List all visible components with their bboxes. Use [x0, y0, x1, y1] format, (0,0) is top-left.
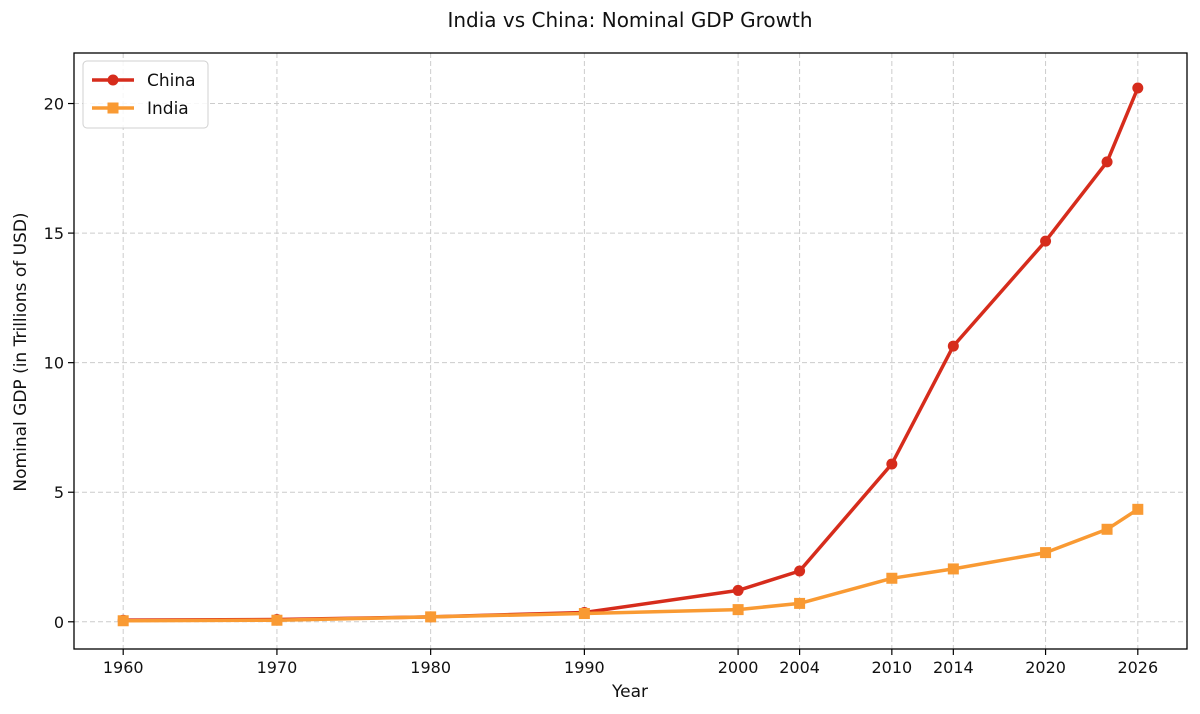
- india-point: [425, 611, 437, 623]
- legend-india-label: India: [147, 99, 189, 119]
- china-point: [1132, 82, 1144, 94]
- y-tick-label: 5: [54, 483, 64, 502]
- india-line: [123, 507, 1139, 623]
- x-tick-label: 2020: [1025, 658, 1066, 677]
- y-tick-label: 10: [44, 354, 64, 373]
- china-point: [947, 340, 959, 352]
- x-tick-label: 2014: [933, 658, 974, 677]
- china-line: [123, 87, 1140, 622]
- y-tick-label: 0: [54, 613, 64, 632]
- india-point: [117, 615, 129, 627]
- china-point: [794, 565, 806, 577]
- x-tick-label: 2004: [779, 658, 820, 677]
- india-point: [271, 614, 283, 626]
- x-tick-label: 1990: [564, 658, 605, 677]
- x-tick-label: 2000: [718, 658, 759, 677]
- india-point: [886, 572, 898, 584]
- x-tick-label: 1960: [103, 658, 144, 677]
- india-point: [1040, 547, 1052, 559]
- legend-china-label: China: [147, 71, 196, 91]
- india-point: [732, 604, 744, 616]
- chart-title: India vs China: Nominal GDP Growth: [447, 8, 812, 32]
- x-tick-label: 1980: [410, 658, 451, 677]
- china-point: [1040, 235, 1052, 247]
- india-point: [1132, 503, 1144, 515]
- india-point: [578, 607, 590, 619]
- x-tick-label: 2010: [871, 658, 912, 677]
- x-tick-label: 1970: [257, 658, 298, 677]
- india-point: [1101, 523, 1113, 535]
- china-point: [732, 584, 744, 596]
- grid-lines: [74, 53, 1187, 649]
- x-tick-label: 2026: [1117, 658, 1158, 677]
- india-point: [947, 563, 959, 575]
- axis-ticks: 1960 1970 1980 1990 2000 2004 2010 2014 2020 2026…: [44, 95, 1159, 677]
- legend: China India: [82, 60, 209, 129]
- y-tick-label: 20: [44, 95, 64, 114]
- china-point: [886, 458, 898, 470]
- india-point: [794, 597, 806, 609]
- series-group: [117, 82, 1144, 627]
- plot-frame: [73, 52, 1188, 650]
- legend-china-marker: [107, 74, 119, 86]
- legend-india-marker: [107, 102, 119, 114]
- y-tick-label: 15: [44, 224, 64, 243]
- x-axis-label: Year: [611, 682, 648, 702]
- y-axis-label: Nominal GDP (in Trillions of USD): [11, 212, 31, 491]
- china-point: [1101, 156, 1113, 168]
